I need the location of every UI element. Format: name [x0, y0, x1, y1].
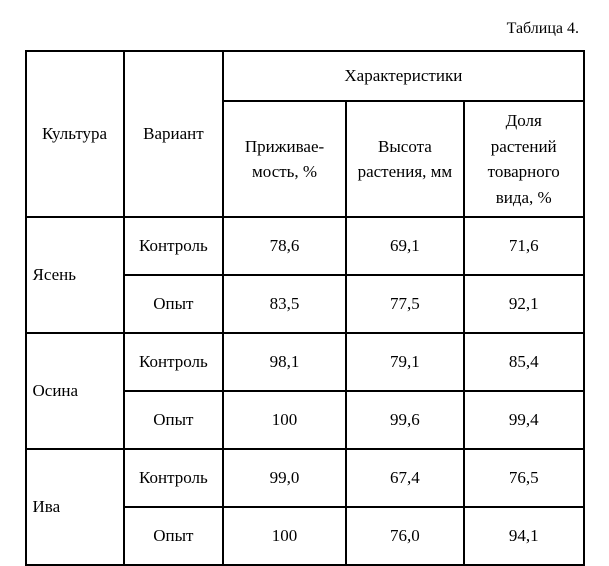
cell-survival: 78,6: [223, 217, 346, 275]
table-row: Осина Контроль 98,1 79,1 85,4: [26, 333, 584, 391]
cell-variant: Контроль: [124, 217, 224, 275]
table-body: Ясень Контроль 78,6 69,1 71,6 Опыт 83,5 …: [26, 217, 584, 565]
col-header-culture: Культура: [26, 51, 124, 217]
header-row-1: Культура Вариант Характеристики: [26, 51, 584, 101]
cell-height: 99,6: [346, 391, 464, 449]
cell-culture: Осина: [26, 333, 124, 449]
col-header-survival: Приживае-мость, %: [223, 101, 346, 217]
cell-survival: 100: [223, 391, 346, 449]
cell-variant: Опыт: [124, 391, 224, 449]
cell-share: 92,1: [464, 275, 584, 333]
table-row: Ясень Контроль 78,6 69,1 71,6: [26, 217, 584, 275]
cell-survival: 98,1: [223, 333, 346, 391]
table-row: Ива Контроль 99,0 67,4 76,5: [26, 449, 584, 507]
cell-share: 76,5: [464, 449, 584, 507]
cell-height: 67,4: [346, 449, 464, 507]
cell-variant: Опыт: [124, 507, 224, 565]
cell-survival: 100: [223, 507, 346, 565]
cell-share: 94,1: [464, 507, 584, 565]
table-caption: Таблица 4.: [22, 20, 579, 38]
cell-variant: Контроль: [124, 333, 224, 391]
cell-survival: 99,0: [223, 449, 346, 507]
cell-variant: Опыт: [124, 275, 224, 333]
col-header-share: Доля растений товарного вида, %: [464, 101, 584, 217]
cell-culture: Ясень: [26, 217, 124, 333]
data-table: Культура Вариант Характеристики Приживае…: [25, 50, 585, 566]
cell-culture: Ива: [26, 449, 124, 565]
cell-share: 85,4: [464, 333, 584, 391]
page: Таблица 4. Культура Вариант Характеристи…: [0, 0, 609, 500]
col-header-characteristics: Характеристики: [223, 51, 583, 101]
cell-survival: 83,5: [223, 275, 346, 333]
table-head: Культура Вариант Характеристики Приживае…: [26, 51, 584, 217]
cell-share: 71,6: [464, 217, 584, 275]
cell-share: 99,4: [464, 391, 584, 449]
cell-height: 79,1: [346, 333, 464, 391]
cell-height: 76,0: [346, 507, 464, 565]
cell-height: 77,5: [346, 275, 464, 333]
cell-height: 69,1: [346, 217, 464, 275]
col-header-height: Высота растения, мм: [346, 101, 464, 217]
cell-variant: Контроль: [124, 449, 224, 507]
col-header-variant: Вариант: [124, 51, 224, 217]
